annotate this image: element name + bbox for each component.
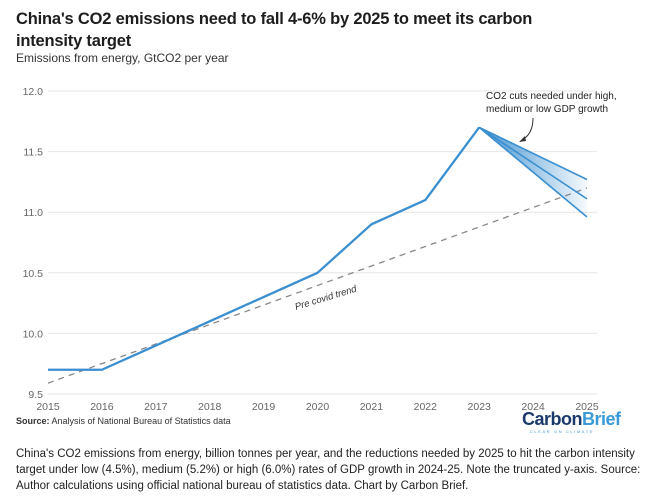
x-tick-label: 2023 <box>468 401 492 413</box>
y-tick-label: 9.5 <box>28 389 43 401</box>
chart-title: China's CO2 emissions need to fall 4-6% … <box>16 10 533 50</box>
x-tick-label: 2021 <box>360 401 384 413</box>
x-tick-label: 2024 <box>521 401 545 413</box>
y-tick-label: 11.0 <box>23 207 43 219</box>
low-growth-line <box>478 126 588 218</box>
source-note: Source: Analysis of National Bureau of S… <box>16 416 231 426</box>
scenario-annotation-line2: medium or low GDP growth <box>486 104 608 115</box>
medium-growth-line <box>478 126 588 200</box>
series-group <box>47 126 588 384</box>
x-tick-label: 2017 <box>144 401 168 413</box>
x-tick-label: 2022 <box>414 401 438 413</box>
figure-caption: China's CO2 emissions from energy, billi… <box>16 448 641 492</box>
x-tick-label: 2025 <box>575 401 599 413</box>
y-tick-label: 10.5 <box>23 268 44 280</box>
line-chart: 9.5 10.0 10.5 11.0 11.5 12.0 2015 2016 2017 2018… <box>23 86 617 413</box>
source-text: Analysis of National Bureau of Statistic… <box>51 416 231 426</box>
x-tick-label: 2020 <box>306 401 330 413</box>
gridlines <box>48 90 597 395</box>
carbonbrief-logo[interactable]: CarbonBrief CLEAR ON CLIMATE <box>522 409 621 434</box>
annotation-arrow <box>521 117 534 141</box>
scenario-annotation-line1: CO2 cuts needed under high, <box>486 91 617 102</box>
high-growth-line <box>478 126 588 181</box>
y-axis-ticks: 9.5 10.0 10.5 11.0 11.5 12.0 <box>23 86 44 401</box>
y-tick-label: 10.0 <box>23 328 44 340</box>
pre-covid-trend-label: Pre covid trend <box>294 283 359 312</box>
x-tick-label: 2015 <box>36 401 60 413</box>
x-axis-ticks: 2015 2016 2017 2018 2019 2020 2021 2022 2023 2024… <box>36 401 599 413</box>
annotation-arrowhead-icon <box>519 136 526 142</box>
source-label: Source: <box>16 416 50 426</box>
x-tick-label: 2019 <box>252 401 276 413</box>
logo-tagline: CLEAR ON CLIMATE <box>529 429 595 434</box>
logo-brief: Brief <box>582 409 621 429</box>
logo-carbon: Carbon <box>522 409 583 429</box>
pre-covid-trend-line <box>47 187 588 384</box>
x-tick-label: 2016 <box>90 401 114 413</box>
x-tick-label: 2018 <box>198 401 222 413</box>
chart-subtitle: Emissions from energy, GtCO2 per year <box>16 51 229 65</box>
y-tick-label: 12.0 <box>23 86 44 98</box>
y-tick-label: 11.5 <box>23 147 43 159</box>
